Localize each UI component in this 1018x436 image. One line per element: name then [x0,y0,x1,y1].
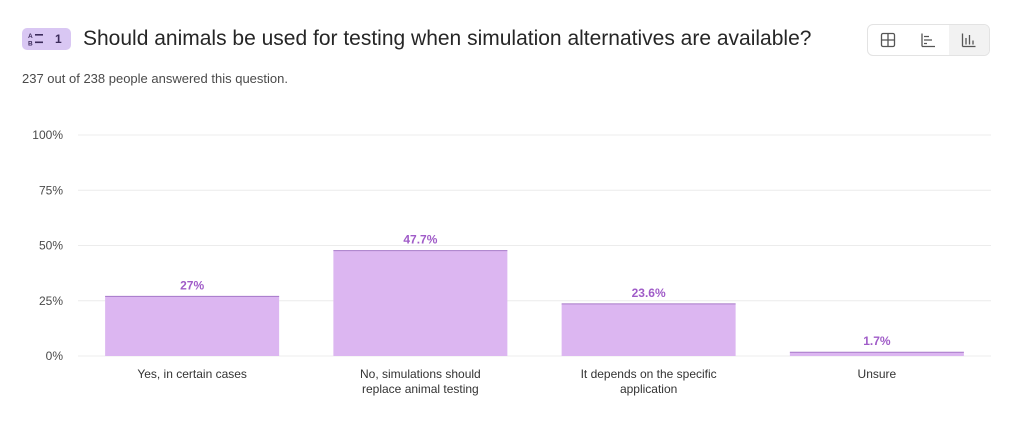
x-category-label: It depends on the specific [581,367,717,381]
table-view-button[interactable] [868,25,908,55]
bar-value-label: 1.7% [863,334,891,348]
horizontal-bar-view-button[interactable] [908,25,948,55]
bar [105,296,280,356]
bar [789,352,964,356]
y-tick-label: 100% [32,128,63,142]
svg-text:B: B [28,41,33,48]
x-category-label: Unsure [858,367,897,381]
bar-value-label: 27% [180,278,204,292]
y-tick-label: 50% [39,239,63,253]
response-summary: 237 out of 238 people answered this ques… [22,71,288,86]
view-toggle [867,24,990,56]
x-category-label: Yes, in certain cases [137,367,247,381]
x-category-label: application [620,382,677,396]
question-number: 1 [55,32,62,46]
bar-value-label: 23.6% [632,286,666,300]
vertical-bar-view-button[interactable] [948,25,989,55]
table-view-icon [881,32,896,48]
horizontal-bar-view-icon [921,33,936,48]
x-category-label: replace animal testing [362,382,479,396]
y-tick-label: 25% [39,294,63,308]
question-title: Should animals be used for testing when … [83,27,812,50]
bar-value-label: 47.7% [403,233,437,247]
bar [561,303,736,356]
multiple-choice-icon: A B [28,33,43,48]
vertical-bar-view-icon [961,33,976,48]
bar [333,250,508,356]
svg-text:A: A [28,33,33,40]
x-category-label: No, simulations should [360,367,481,381]
y-tick-label: 75% [39,183,63,197]
y-tick-label: 0% [46,349,64,363]
question-badge: A B 1 [22,28,71,50]
